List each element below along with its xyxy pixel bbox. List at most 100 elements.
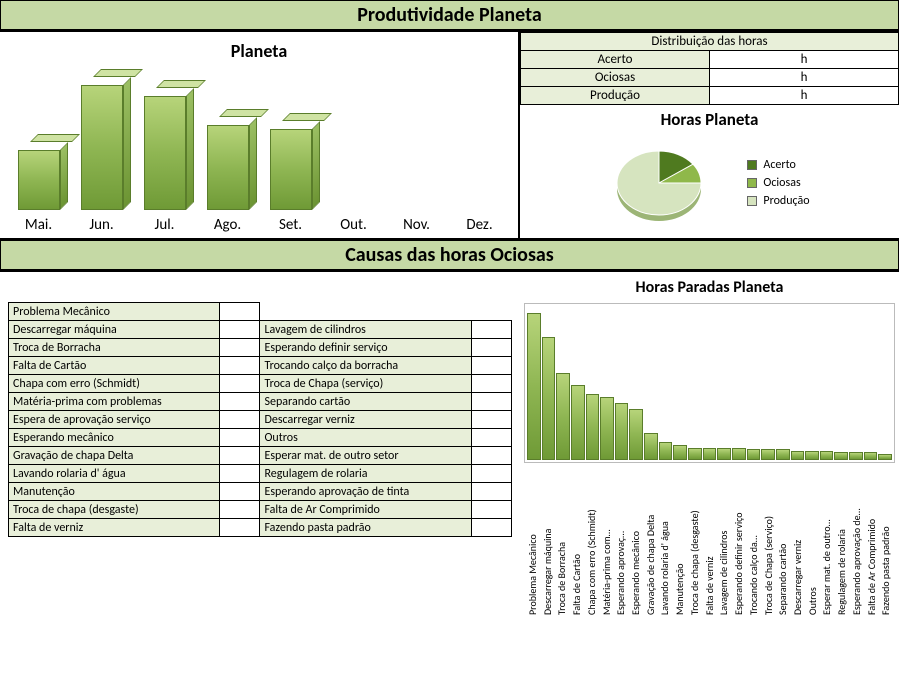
paradas-bar [834,452,848,460]
cause-label: Matéria-prima com problemas [9,393,220,411]
planeta-bar [142,96,187,210]
cause-value [471,501,511,519]
paradas-bar [791,451,805,460]
planeta-bar-label: Set. [268,216,313,234]
cause-value [471,375,511,393]
planeta-bar-label: Ago. [205,216,250,234]
paradas-bar-label: Gravação de chapa Delta [644,465,658,615]
paradas-bar-label: Chapa com erro (Schmidt) [585,465,599,615]
cause-label: Falta de Ar Comprimido [260,501,471,519]
paradas-bar [542,337,556,460]
planeta-bar-label: Jul. [142,216,187,234]
planeta-bar [16,150,61,210]
dist-row-label: Ociosas [521,69,710,87]
cause-value [220,447,260,465]
cause-value [471,411,511,429]
planeta-bar-label: Jun. [79,216,124,234]
paradas-bar [556,373,570,460]
cause-value [220,357,260,375]
legend-item: Acerto [747,158,809,172]
distribution-table: Distribuição das horas AcertohOciosashPr… [520,32,899,105]
paradas-bar-label: Regulagem de rolaria [835,465,849,615]
paradas-bar [659,442,673,460]
planeta-bar [205,125,250,210]
cause-label: Falta de Cartão [9,357,220,375]
paradas-bar [878,454,892,460]
cause-label: Manutenção [9,483,220,501]
paradas-bar-label: Troca de Chapa (serviço) [762,465,776,615]
main-title: Produtividade Planeta [0,0,899,30]
paradas-bar [703,448,717,460]
paradas-bar-label: Trocando calço da… [747,465,761,615]
cause-label: Troca de Borracha [9,339,220,357]
cause-value [471,393,511,411]
paradas-bar-label: Lavando rolaria d' água [658,465,672,615]
planeta-bar [79,85,124,210]
paradas-bar-label: Descarregar verniz [791,465,805,615]
planeta-bar [268,129,313,210]
cause-label: Descarregar máquina [9,321,220,339]
planeta-bar-chart: Planeta Mai.Jun.Jul.Ago.Set.Out.Nov.Dez. [0,32,520,238]
paradas-bar [571,385,585,460]
paradas-bar-label: Problema Mecânico [526,465,540,615]
paradas-bar-label: Esperando mecânico [629,465,643,615]
paradas-bar [747,449,761,460]
cause-label: Esperando aprovação de tinta [260,483,471,501]
paradas-bar [629,409,643,460]
paradas-bar-label: Esperando definir serviço [732,465,746,615]
paradas-chart-title: Horas Paradas Planeta [524,278,895,297]
dist-header: Distribuição das horas [521,33,899,51]
cause-label: Regulagem de rolaria [260,465,471,483]
cause-value [471,447,511,465]
paradas-bar [600,397,614,460]
cause-value [471,339,511,357]
paradas-chart: Horas Paradas Planeta Problema MecânicoD… [520,272,899,619]
paradas-bar-label: Troca de Borracha [555,465,569,615]
cause-label: Esperando definir serviço [260,339,471,357]
cause-value [220,303,260,321]
paradas-bar-label: Falta de Cartão [570,465,584,615]
paradas-bar-label: Troca de chapa (desgaste) [688,465,702,615]
cause-value [220,501,260,519]
paradas-bar-label: Esperando aprovação de… [850,465,864,615]
cause-label: Troca de Chapa (serviço) [260,375,471,393]
cause-label: Falta de verniz [9,519,220,537]
cause-value [220,483,260,501]
cause-value [471,357,511,375]
paradas-bar-label: Descarregar máquina [541,465,555,615]
paradas-bar [761,449,775,460]
paradas-bar-label: Separando cartão [776,465,790,615]
paradas-bar-label: Lavagem de cilindros [717,465,731,615]
cause-value [220,339,260,357]
paradas-bar [864,452,878,460]
paradas-bar [527,313,541,460]
paradas-bar-label: Falta de verniz [703,465,717,615]
paradas-bar [615,403,629,460]
planeta-chart-title: Planeta [10,40,508,62]
cause-value [220,393,260,411]
paradas-bar-label: Matéria-prima com… [600,465,614,615]
cause-label: Esperar mat. de outro setor [260,447,471,465]
cause-value [220,465,260,483]
paradas-bar-label: Outros [806,465,820,615]
paradas-bar-label: Falta de Ar Comprimido [865,465,879,615]
cause-value [220,411,260,429]
cause-label: Espera de aprovação serviço [9,411,220,429]
paradas-bar [805,451,819,460]
causes-table: Problema MecânicoDescarregar máquinaLava… [0,272,520,619]
paradas-bar [820,451,834,460]
cause-label: Chapa com erro (Schmidt) [9,375,220,393]
cause-value [471,483,511,501]
paradas-bar [717,448,731,460]
planeta-bar-label: Out. [331,216,376,234]
cause-label: Troca de chapa (desgaste) [9,501,220,519]
cause-label: Lavando rolaria d' água [9,465,220,483]
dist-row-label: Produção [521,87,710,105]
cause-value [471,519,511,537]
cause-value [220,375,260,393]
dist-row-value: h [710,51,899,69]
dist-row-label: Acerto [521,51,710,69]
cause-label: Esperando mecânico [9,429,220,447]
cause-label: Trocando calço da borracha [260,357,471,375]
paradas-bar [849,452,863,460]
